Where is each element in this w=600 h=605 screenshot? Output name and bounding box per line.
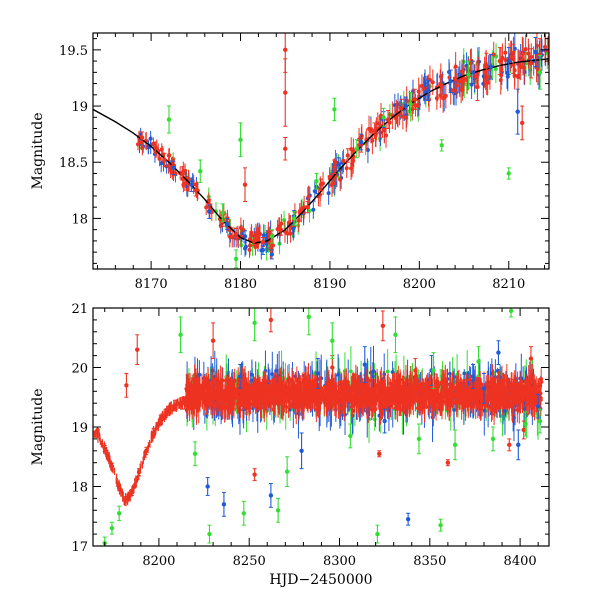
top-y-tick-label: 19	[71, 100, 88, 115]
top-x-tick-label: 8200	[403, 277, 436, 292]
top-x-tick-label: 8180	[224, 277, 257, 292]
top-y-tick-label: 19.5	[59, 44, 88, 59]
bottom-x-tick-label: 8250	[233, 554, 266, 569]
bottom-x-tick-label: 8350	[413, 554, 446, 569]
bottom-x-tick-label: 8400	[504, 554, 537, 569]
bottom-y-axis-label: Magnitude	[30, 388, 46, 465]
top-y-axis-label: Magnitude	[30, 112, 46, 189]
bottom-y-tick-label: 18	[71, 481, 88, 496]
bottom-x-tick-label: 8300	[323, 554, 356, 569]
top-x-tick-label: 8210	[492, 277, 525, 292]
bottom-y-tick-label: 17	[71, 540, 88, 555]
x-axis-label: HJD−2450000	[269, 572, 372, 588]
bottom-y-tick-label: 19	[71, 421, 88, 436]
bottom-x-tick-label: 8200	[142, 554, 175, 569]
bottom-y-tick-label: 20	[71, 362, 88, 377]
top-y-tick-label: 18	[71, 212, 88, 227]
top-x-tick-label: 8190	[313, 277, 346, 292]
top-y-tick-label: 18.5	[59, 156, 88, 171]
top-x-tick-label: 8170	[135, 277, 168, 292]
bottom-y-tick-label: 21	[71, 302, 88, 317]
